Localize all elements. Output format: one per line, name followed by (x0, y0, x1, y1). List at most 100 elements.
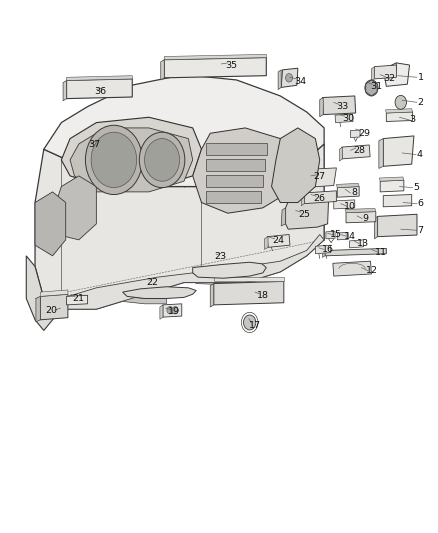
Polygon shape (326, 231, 335, 239)
Polygon shape (337, 187, 359, 197)
Text: 23: 23 (214, 253, 226, 261)
Circle shape (244, 315, 256, 330)
Polygon shape (278, 70, 281, 90)
Text: 31: 31 (370, 82, 382, 91)
Polygon shape (346, 212, 376, 223)
Polygon shape (164, 58, 266, 78)
Text: 8: 8 (351, 189, 357, 197)
Text: 35: 35 (225, 61, 237, 69)
Polygon shape (193, 262, 266, 278)
Polygon shape (322, 96, 356, 115)
Polygon shape (286, 197, 328, 229)
Bar (206, 159, 265, 171)
Polygon shape (193, 128, 298, 213)
Text: 27: 27 (314, 173, 326, 181)
Polygon shape (383, 195, 412, 207)
Polygon shape (35, 144, 324, 309)
Polygon shape (300, 169, 303, 190)
Polygon shape (322, 251, 325, 257)
Text: 28: 28 (353, 146, 365, 155)
Polygon shape (67, 76, 132, 80)
Polygon shape (44, 75, 324, 187)
Polygon shape (36, 296, 40, 322)
Polygon shape (379, 177, 404, 181)
Text: 2: 2 (417, 98, 424, 107)
Text: 37: 37 (88, 141, 100, 149)
Polygon shape (53, 176, 96, 240)
Text: 5: 5 (413, 183, 419, 192)
Text: 22: 22 (146, 278, 159, 287)
Text: 18: 18 (257, 292, 269, 300)
Polygon shape (272, 128, 320, 203)
Circle shape (85, 125, 142, 195)
Polygon shape (35, 192, 66, 256)
Circle shape (395, 95, 406, 109)
Polygon shape (191, 273, 263, 285)
Circle shape (139, 132, 185, 188)
Text: 13: 13 (357, 239, 369, 248)
Polygon shape (320, 98, 323, 117)
Polygon shape (371, 67, 374, 81)
Text: 16: 16 (321, 245, 334, 254)
Polygon shape (350, 130, 360, 138)
Circle shape (167, 306, 173, 314)
Circle shape (172, 306, 178, 314)
Polygon shape (345, 208, 376, 213)
Text: 10: 10 (344, 202, 357, 211)
Text: 36: 36 (94, 87, 106, 96)
Polygon shape (214, 281, 284, 305)
Polygon shape (342, 145, 370, 159)
Polygon shape (303, 168, 336, 188)
Text: 3: 3 (410, 116, 416, 124)
Text: 12: 12 (365, 266, 378, 275)
Polygon shape (350, 240, 364, 248)
Text: 1: 1 (417, 73, 424, 82)
Polygon shape (337, 232, 348, 240)
Bar (206, 175, 263, 187)
Polygon shape (333, 261, 371, 276)
Bar (206, 143, 267, 155)
Circle shape (365, 80, 378, 96)
Polygon shape (301, 193, 304, 206)
Polygon shape (267, 235, 290, 247)
Polygon shape (61, 235, 324, 309)
Text: 30: 30 (342, 114, 354, 123)
Polygon shape (40, 290, 68, 296)
Polygon shape (378, 214, 417, 237)
Polygon shape (325, 248, 386, 256)
Polygon shape (336, 183, 359, 188)
Polygon shape (119, 292, 166, 304)
Polygon shape (281, 68, 298, 87)
Text: 33: 33 (336, 102, 349, 111)
Text: 19: 19 (168, 308, 180, 316)
Text: 34: 34 (294, 77, 306, 85)
Text: 14: 14 (343, 232, 356, 240)
Polygon shape (281, 208, 286, 226)
Polygon shape (289, 193, 328, 199)
Text: 26: 26 (314, 194, 326, 203)
Circle shape (286, 74, 293, 82)
Circle shape (145, 139, 180, 181)
Polygon shape (386, 112, 413, 122)
Text: 17: 17 (249, 321, 261, 329)
Polygon shape (383, 136, 414, 166)
Polygon shape (63, 80, 67, 101)
Polygon shape (160, 305, 163, 319)
Polygon shape (335, 114, 353, 123)
Polygon shape (383, 63, 410, 86)
Polygon shape (67, 295, 88, 305)
Polygon shape (339, 147, 343, 161)
Polygon shape (40, 294, 68, 320)
Polygon shape (26, 256, 61, 330)
Polygon shape (374, 65, 396, 79)
Text: 15: 15 (330, 230, 343, 239)
Polygon shape (380, 180, 404, 192)
Polygon shape (334, 200, 355, 209)
Polygon shape (214, 277, 284, 281)
Text: 21: 21 (72, 294, 84, 303)
Polygon shape (70, 128, 193, 192)
Text: 11: 11 (375, 248, 387, 256)
Circle shape (91, 132, 137, 188)
Polygon shape (161, 60, 164, 80)
Text: 24: 24 (272, 237, 284, 245)
